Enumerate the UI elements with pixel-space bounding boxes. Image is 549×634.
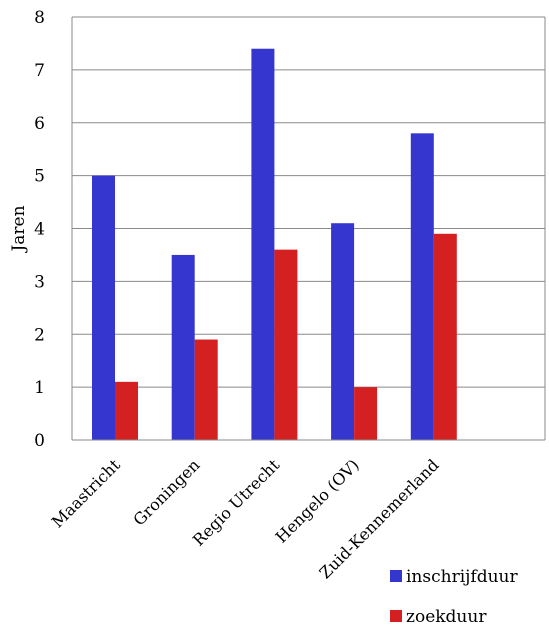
bar-inschrijfduur-3 [251,48,275,440]
x-tick-label: Maastricht [48,455,124,531]
y-tick-labels: 0 1 2 3 4 5 6 7 8 [34,8,45,451]
y-tick-label: 2 [34,325,45,345]
x-tick-label: Hengelo (OV) [272,455,363,546]
y-tick-label: 5 [34,167,45,187]
bar-inschrijfduur-5 [410,133,434,440]
bar-inschrijfduur-4 [331,223,355,440]
legend: inschrijfduur zoekduur [390,567,518,627]
y-tick-label: 0 [34,431,45,451]
legend-swatch-inschrijfduur [390,570,402,582]
y-tick-label: 6 [34,114,45,134]
y-tick-label: 4 [34,220,45,240]
axes [71,17,546,441]
legend-label-zoekduur: zoekduur [406,607,487,627]
y-tick-label: 3 [34,272,45,292]
bars [92,48,457,440]
bar-inschrijfduur-1 [92,175,115,440]
y-axis-label: Jaren [9,205,29,253]
y-tick-label: 1 [34,378,45,398]
x-tick-label: Groningen [129,455,203,529]
y-tick-label: 7 [34,61,45,81]
bar-zoekduur-1 [115,381,138,440]
bar-zoekduur-3 [274,249,298,440]
legend-swatch-zoekduur [390,610,402,622]
bar-zoekduur-2 [194,339,218,440]
y-tick-label: 8 [34,8,45,28]
legend-label-inschrijfduur: inschrijfduur [406,567,518,587]
bar-inschrijfduur-2 [171,254,195,440]
bar-zoekduur-4 [354,387,378,440]
gridlines [72,16,545,441]
bar-zoekduur-5 [433,233,457,440]
